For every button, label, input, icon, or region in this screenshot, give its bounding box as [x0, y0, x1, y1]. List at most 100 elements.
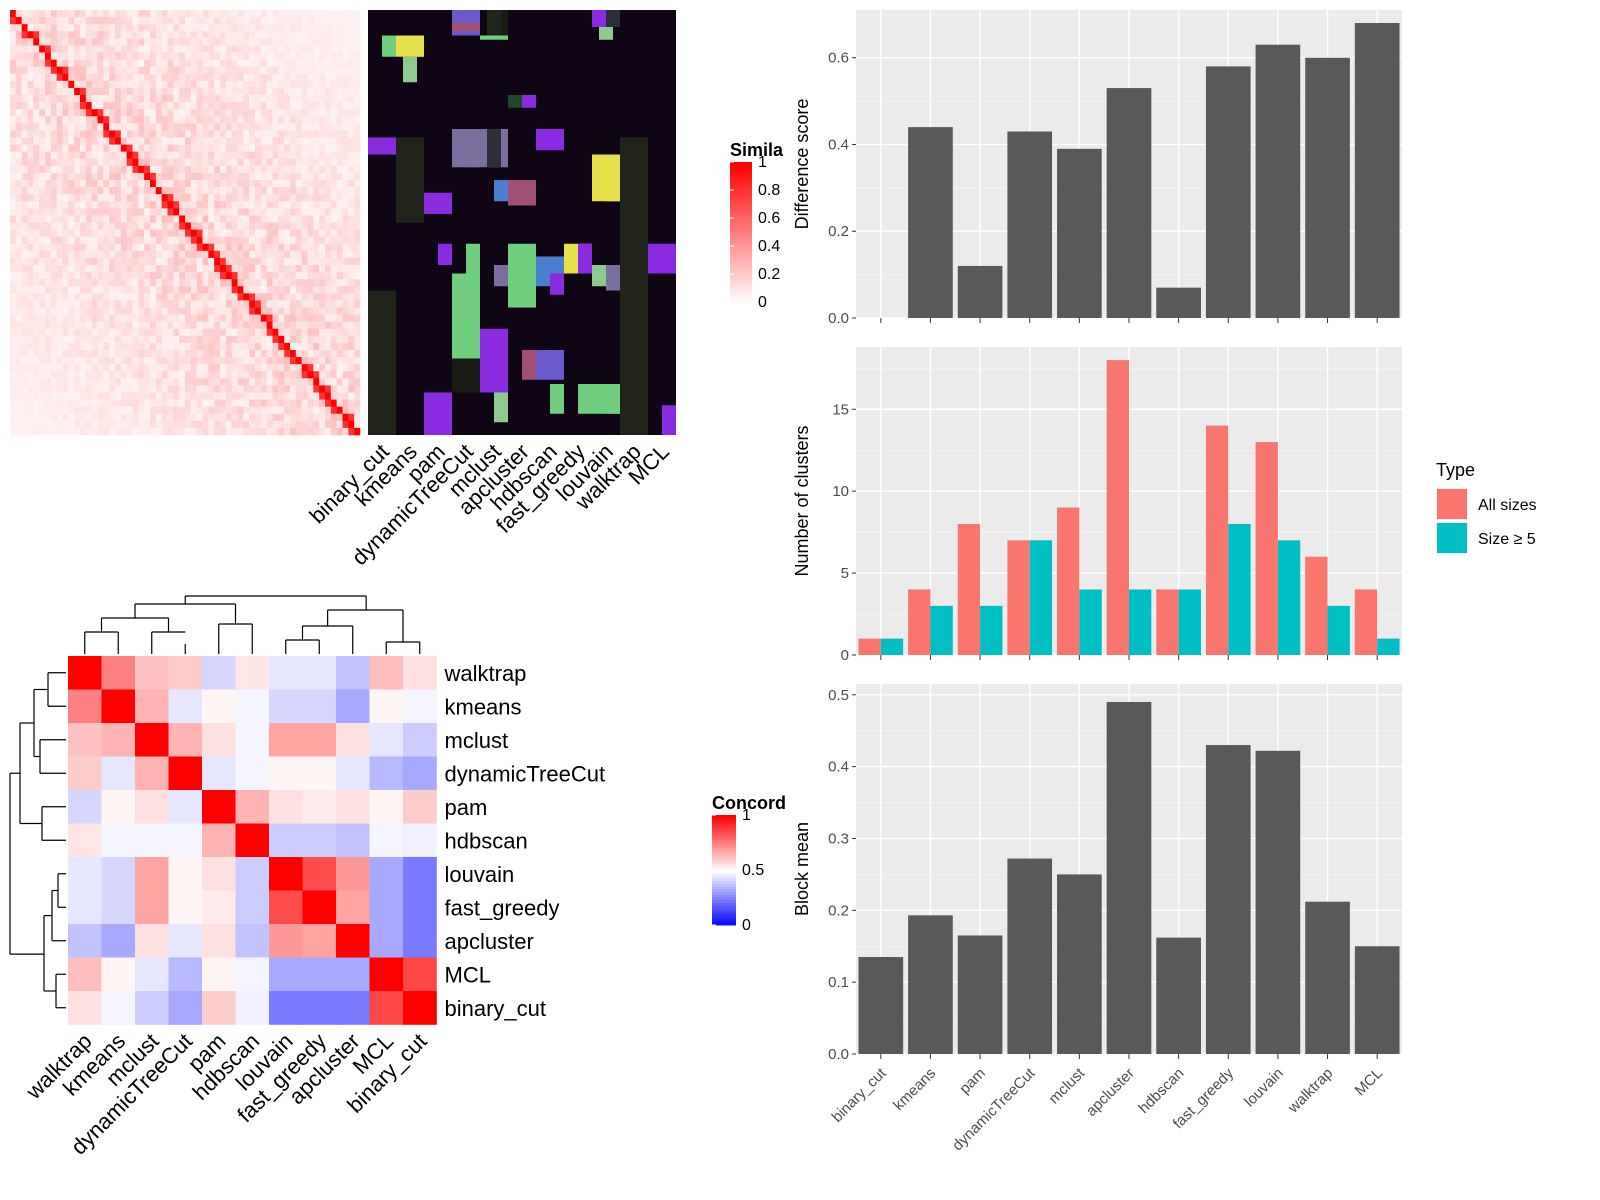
- similarity-cell: [249, 222, 256, 230]
- similarity-cell: [27, 236, 34, 245]
- similarity-cell: [132, 172, 139, 181]
- similarity-cell: [266, 38, 273, 46]
- similarity-cell: [74, 328, 81, 337]
- similarity-cell: [91, 364, 98, 372]
- similarity-cell: [284, 24, 291, 32]
- similarity-cell: [27, 130, 34, 138]
- similarity-cell: [225, 286, 232, 294]
- similarity-cell: [115, 151, 122, 160]
- similarity-cell: [307, 399, 314, 407]
- similarity-cell: [150, 427, 157, 436]
- similarity-cell: [50, 87, 57, 96]
- similarity-cell: [126, 350, 133, 358]
- similarity-cell: [249, 215, 256, 223]
- similarity-cell: [155, 10, 162, 18]
- similarity-cell: [50, 399, 57, 407]
- similarity-cell: [220, 24, 227, 32]
- similarity-cell: [272, 371, 279, 379]
- similarity-cell: [284, 38, 291, 46]
- similarity-cell: [103, 328, 110, 337]
- similarity-cell: [50, 17, 57, 25]
- similarity-cell: [21, 321, 28, 330]
- similarity-cell: [284, 59, 291, 67]
- similarity-cell: [120, 165, 127, 174]
- similarity-cell: [173, 102, 180, 110]
- concordance-cell: [336, 957, 370, 992]
- similarity-cell: [325, 144, 332, 152]
- similarity-cell: [260, 371, 267, 379]
- similarity-cell: [132, 243, 139, 252]
- similarity-cell: [325, 87, 332, 96]
- similarity-cell: [50, 272, 57, 280]
- similarity-cell: [45, 10, 52, 18]
- similarity-cell: [336, 102, 343, 110]
- similarity-cell: [109, 45, 116, 53]
- similarity-cell: [255, 208, 262, 216]
- similarity-cell: [202, 24, 209, 32]
- similarity-cell: [97, 314, 104, 322]
- similarity-cell: [278, 392, 285, 400]
- similarity-cell: [144, 392, 151, 400]
- similarity-cell: [249, 201, 256, 209]
- similarity-cell: [295, 392, 302, 400]
- similarity-cell: [45, 300, 52, 308]
- similarity-cell: [313, 420, 320, 429]
- similarity-cell: [330, 229, 337, 237]
- similarity-cell: [45, 187, 52, 195]
- similarity-cell: [225, 95, 232, 103]
- similarity-cell: [144, 187, 151, 195]
- similarity-cell: [62, 123, 69, 131]
- similarity-cell: [307, 222, 314, 230]
- concordance-row-label: fast_greedy: [445, 895, 560, 920]
- similarity-cell: [220, 293, 227, 301]
- similarity-cell: [144, 229, 151, 237]
- similarity-cell: [231, 144, 238, 152]
- similarity-cell: [91, 130, 98, 138]
- similarity-cell: [80, 73, 87, 82]
- similarity-cell: [336, 378, 343, 386]
- concordance-cell: [68, 790, 102, 824]
- similarity-cell: [91, 45, 98, 53]
- similarity-cell: [348, 279, 355, 287]
- similarity-cell: [80, 222, 87, 230]
- similarity-cell: [313, 95, 320, 103]
- similarity-cell: [266, 250, 273, 259]
- similarity-cell: [225, 350, 232, 358]
- similarity-cell: [10, 236, 17, 245]
- similarity-cell: [266, 427, 273, 436]
- similarity-cell: [97, 279, 104, 287]
- similarity-cell: [342, 201, 349, 209]
- similarity-cell: [150, 406, 157, 415]
- similarity-cell: [272, 123, 279, 131]
- similarity-cell: [85, 165, 92, 174]
- similarity-cell: [272, 158, 279, 167]
- similarity-cell: [10, 314, 17, 322]
- concordance-cell: [302, 689, 337, 724]
- similarity-cell: [255, 293, 262, 301]
- similarity-cell: [295, 158, 302, 167]
- similarity-cell: [301, 130, 308, 138]
- similarity-cell: [220, 250, 227, 259]
- similarity-cell: [225, 116, 232, 124]
- similarity-cell: [126, 243, 133, 252]
- similarity-cell: [295, 215, 302, 223]
- similarity-cell: [97, 420, 104, 429]
- similarity-cell: [103, 109, 110, 117]
- similarity-cell: [196, 180, 203, 188]
- similarity-cell: [237, 250, 244, 259]
- similarity-cell: [155, 130, 162, 138]
- similarity-cell: [231, 350, 238, 358]
- similarity-cell: [185, 194, 192, 202]
- similarity-cell: [208, 144, 215, 152]
- similarity-cell: [202, 10, 209, 18]
- similarity-cell: [342, 257, 349, 266]
- similarity-cell: [348, 109, 355, 117]
- similarity-cell: [103, 243, 110, 252]
- similarity-cell: [91, 38, 98, 46]
- similarity-cell: [348, 102, 355, 110]
- similarity-cell: [313, 66, 320, 75]
- similarity-cell: [62, 265, 69, 273]
- similarity-cell: [74, 300, 81, 308]
- similarity-cell: [330, 399, 337, 407]
- similarity-cell: [208, 38, 215, 46]
